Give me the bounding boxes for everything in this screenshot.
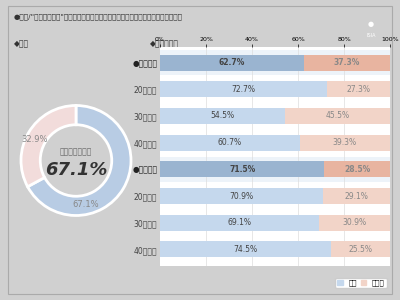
Wedge shape (28, 106, 131, 215)
Text: 45.5%: 45.5% (326, 111, 350, 120)
Text: 37.3%: 37.3% (334, 58, 360, 67)
Bar (319, 215, 390, 231)
Legend: はい, いいえ: はい, いいえ (336, 278, 386, 288)
Bar (160, 242, 331, 257)
Bar (160, 55, 304, 70)
Text: 71.5%: 71.5% (229, 165, 255, 174)
Bar (160, 188, 323, 204)
Bar (160, 161, 324, 177)
Text: ◆男女世代別: ◆男女世代別 (150, 39, 179, 48)
Text: 29.1%: 29.1% (344, 192, 368, 201)
Bar (323, 188, 390, 204)
Text: ISIA: ISIA (366, 33, 376, 38)
Text: 74.5%: 74.5% (234, 245, 258, 254)
Bar (300, 135, 390, 151)
Text: 32.9%: 32.9% (22, 135, 48, 144)
Text: 薄くなると思う: 薄くなると思う (60, 148, 92, 157)
Wedge shape (21, 106, 76, 187)
Text: ●質問/"シルバー世代"に近づくにつれ、「体毛は徐々に薄くなる」と思いますか？: ●質問/"シルバー世代"に近づくにつれ、「体毛は徐々に薄くなる」と思いますか？ (14, 13, 183, 20)
Bar (327, 81, 390, 97)
Bar (160, 215, 319, 231)
Bar (331, 242, 390, 257)
Text: 25.5%: 25.5% (349, 245, 373, 254)
Text: 27.3%: 27.3% (347, 85, 371, 94)
Text: 28.5%: 28.5% (344, 165, 370, 174)
Text: ●: ● (368, 21, 374, 27)
Text: 70.9%: 70.9% (230, 192, 254, 201)
Bar (304, 55, 390, 70)
Text: 60.7%: 60.7% (218, 138, 242, 147)
Text: 54.5%: 54.5% (211, 111, 235, 120)
Text: 67.1%: 67.1% (45, 161, 107, 179)
Text: 69.1%: 69.1% (228, 218, 252, 227)
Text: 30.9%: 30.9% (342, 218, 366, 227)
Bar (285, 108, 390, 124)
Bar (160, 135, 300, 151)
Bar (160, 81, 327, 97)
Bar (160, 157, 390, 182)
Text: ◆全体: ◆全体 (14, 39, 29, 48)
Bar (160, 108, 285, 124)
Text: 39.3%: 39.3% (333, 138, 357, 147)
Text: 67.1%: 67.1% (72, 200, 99, 209)
Text: 72.7%: 72.7% (232, 85, 256, 94)
Bar (324, 161, 390, 177)
Text: 62.7%: 62.7% (219, 58, 245, 67)
Bar (160, 50, 390, 75)
